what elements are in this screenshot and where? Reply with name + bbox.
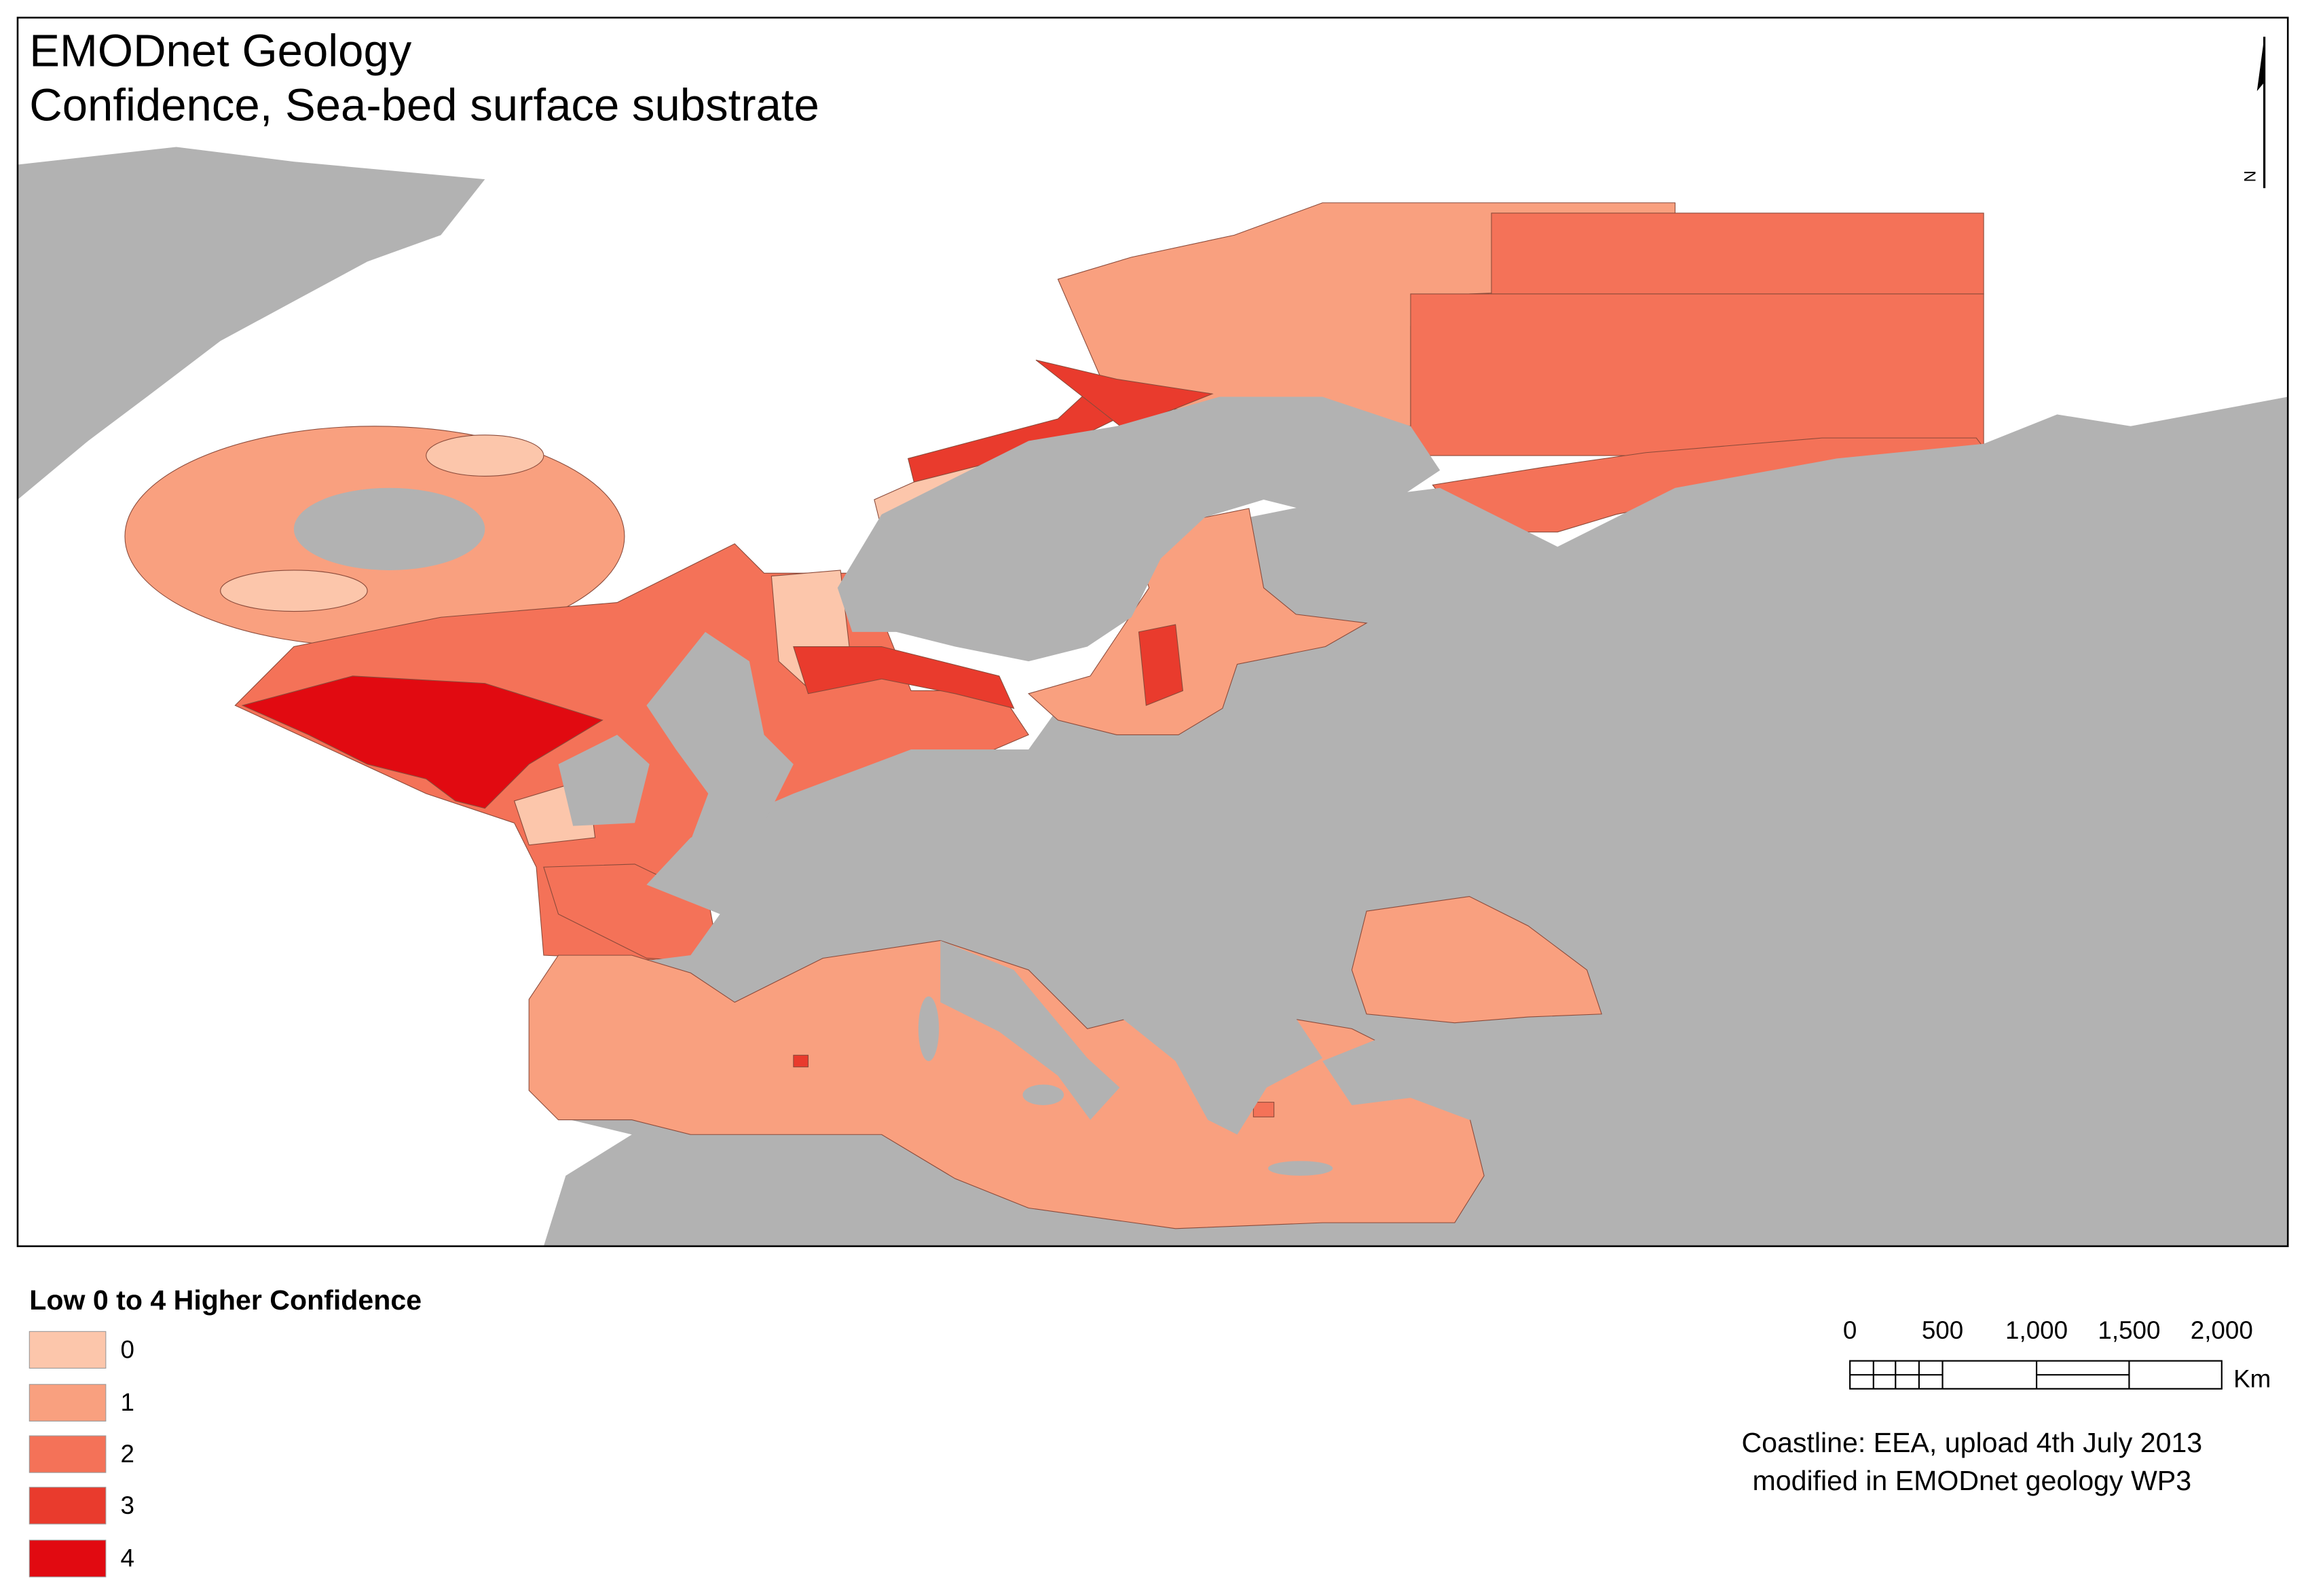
map-frame [16, 16, 2289, 1248]
scale-label: 2,000 [2191, 1316, 2253, 1344]
scale-bar: Km 0 500 1,000 1,500 2,000 [1843, 1316, 2271, 1392]
sea-area [1028, 508, 1368, 735]
sea-area [793, 1054, 809, 1068]
scale-label: 500 [1922, 1316, 1963, 1344]
legend-swatch [29, 1540, 107, 1578]
legend-label: 0 [120, 1335, 134, 1363]
land-balkans [1117, 999, 1323, 1135]
land-scandinavia [837, 396, 1441, 662]
credit-line: Coastline: EEA, upload 4th July 2013 [1741, 1427, 2202, 1458]
legend-label: 1 [120, 1388, 134, 1416]
sea-area [1351, 895, 1603, 1024]
land-anatolia [1322, 1031, 1616, 1120]
scale-label: 1,500 [2098, 1316, 2160, 1344]
sea-area [793, 646, 1015, 709]
sea-area [1138, 624, 1184, 706]
land-ireland [558, 735, 650, 826]
sea-area [1410, 293, 1984, 456]
sea-area [1491, 212, 1984, 295]
legend-label: 3 [120, 1491, 134, 1519]
land-italy [940, 940, 1120, 1120]
sea-area [1035, 359, 1214, 430]
sea-area [426, 434, 544, 477]
map-title: EMODnet Geology [29, 25, 412, 76]
scale-unit: Km [2233, 1365, 2271, 1393]
map-subtitle: Confidence, Sea-bed surface substrate [29, 80, 819, 131]
credit-line: modified in EMODnet geology WP3 [1753, 1465, 2192, 1496]
sea-area [1252, 1102, 1275, 1117]
legend-swatch [29, 1331, 107, 1369]
land-great-britain [646, 631, 794, 841]
legend-swatch [29, 1487, 107, 1525]
map-frame-content [17, 147, 2288, 1246]
land-island [1022, 1084, 1064, 1105]
north-label: N [2242, 170, 2260, 182]
sea-area [241, 675, 603, 809]
legend-label: 2 [120, 1440, 134, 1468]
land-island [918, 996, 940, 1062]
legend: 0 1 2 3 4 [29, 1331, 134, 1578]
land-iceland [293, 487, 485, 570]
sea-area [220, 570, 368, 612]
legend-swatch [29, 1435, 107, 1473]
land-greenland [17, 147, 485, 500]
legend-swatch [29, 1384, 107, 1422]
scale-label: 1,000 [2005, 1316, 2068, 1344]
scale-label: 0 [1843, 1316, 1857, 1344]
legend-label: 4 [120, 1544, 134, 1572]
legend-title: Low 0 to 4 Higher Confidence [29, 1284, 422, 1316]
land-island [1267, 1161, 1333, 1176]
